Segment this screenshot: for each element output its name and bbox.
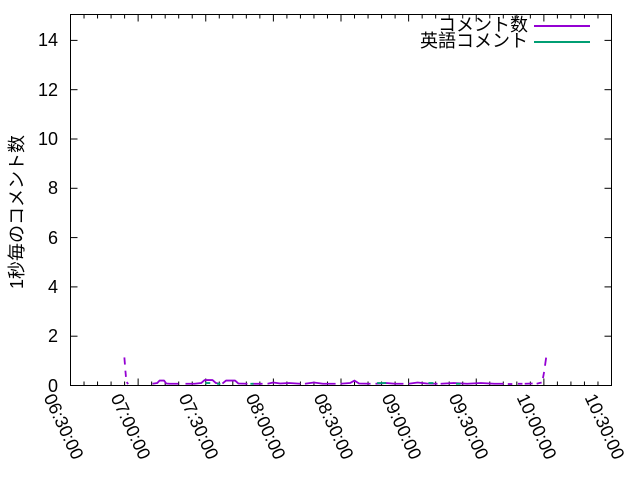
series-line-0 [221,379,248,385]
legend-line-sample [534,40,590,43]
y-tick-label: 0 [47,375,58,396]
series-line-0 [542,371,545,379]
series-line-0 [123,357,126,365]
legend-item-comments: コメント数 [438,16,590,35]
series-line-0 [304,381,336,385]
legend-item-english-comments: 英語コメント [420,32,590,51]
y-tick-label: 2 [47,326,58,347]
plot-border [70,14,612,386]
series-line-0 [440,382,504,385]
y-tick-label: 10 [37,128,58,149]
y-tick-label: 12 [37,79,58,100]
series-line-0 [267,381,301,385]
series-line-0 [124,370,127,377]
y-tick-label: 4 [47,276,58,297]
series-line-0 [340,379,371,385]
series-line-0 [185,379,219,385]
legend-label: コメント数 [438,15,528,35]
series-line-0 [125,381,129,385]
legend-line-sample [534,24,590,27]
legend-label: 英語コメント [420,31,528,51]
series-line-0 [536,381,542,385]
y-tick-label: 14 [37,30,58,51]
series-line-0 [544,357,548,366]
series-line-0 [152,379,179,385]
y-tick-label: 6 [47,227,58,248]
y-tick-label: 8 [47,178,58,199]
